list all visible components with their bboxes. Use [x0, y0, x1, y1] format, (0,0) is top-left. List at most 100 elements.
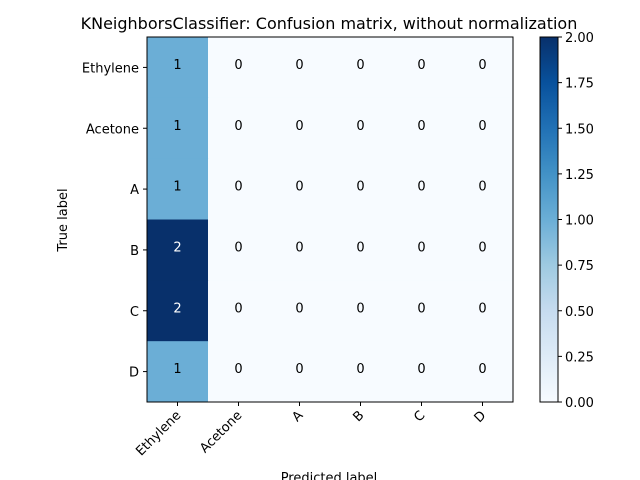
colorbar-tick-label: 0.00	[565, 396, 594, 411]
heatmap-cell	[330, 341, 392, 403]
colorbar-tick-label: 1.25	[565, 168, 594, 183]
cell-value-label: 0	[356, 301, 364, 316]
heatmap-cell	[269, 37, 331, 99]
x-tick-label: D	[472, 408, 490, 426]
heatmap-cell	[330, 219, 392, 281]
x-tick-label: B	[350, 408, 367, 425]
heatmap-cell	[269, 341, 331, 403]
colorbar-tick-label: 0.25	[565, 350, 594, 365]
cell-value-label: 0	[295, 241, 303, 256]
cell-value-label: 0	[234, 119, 242, 134]
heatmap-cells	[147, 37, 514, 403]
cell-value-label: 0	[295, 180, 303, 195]
y-tick-label: Acetone	[86, 122, 139, 137]
cell-value-label: 0	[356, 58, 364, 73]
colorbar-ticks: 0.00 0.25 0.50 0.75 1.00 1.25 1.50 1.75 2.00	[558, 31, 594, 411]
heatmap-cell	[452, 219, 514, 281]
heatmap-cell	[208, 97, 270, 160]
heatmap-cell	[391, 341, 453, 403]
cell-value-label: 0	[295, 119, 303, 134]
heatmap-cell	[147, 341, 209, 403]
cell-value-label: 0	[234, 58, 242, 73]
x-tick-label: C	[411, 408, 428, 425]
heatmap-cell	[391, 158, 453, 220]
y-tick-label: B	[130, 244, 139, 259]
x-tick-label: Ethylene	[133, 408, 184, 459]
y-axis-ticks: Ethylene Acetone A B C D	[82, 61, 147, 381]
heatmap-cell	[147, 97, 209, 160]
y-axis-label: True label	[56, 188, 71, 252]
cell-value-label: 0	[478, 180, 486, 195]
cell-value-label: 0	[478, 362, 486, 377]
heatmap-cell	[391, 97, 453, 160]
cell-value-label: 0	[295, 58, 303, 73]
heatmap-cell	[269, 280, 331, 342]
heatmap-cell	[391, 37, 453, 99]
cell-value-label: 1	[173, 119, 181, 134]
cell-value-label: 0	[234, 180, 242, 195]
cell-value-label: 0	[417, 119, 425, 134]
heatmap-cell	[208, 280, 270, 342]
heatmap-cell	[452, 158, 514, 220]
heatmap-cell	[330, 280, 392, 342]
y-tick-label: D	[129, 366, 139, 381]
chart-title: KNeighborsClassifier: Confusion matrix, …	[81, 14, 578, 33]
cell-value-label: 0	[478, 241, 486, 256]
heatmap-cell	[452, 97, 514, 160]
heatmap-cell	[330, 158, 392, 220]
cell-value-label: 0	[356, 241, 364, 256]
heatmap-cell	[208, 341, 270, 403]
cell-value-label: 0	[356, 180, 364, 195]
x-axis-ticks: Ethylene Acetone A B C D	[133, 402, 489, 459]
cell-value-label: 0	[478, 301, 486, 316]
heatmap-cell	[330, 37, 392, 99]
cell-value-label: 0	[417, 241, 425, 256]
cell-value-label: 0	[478, 58, 486, 73]
cell-value-label: 0	[356, 119, 364, 134]
colorbar-tick-label: 1.00	[565, 214, 594, 229]
cell-value-label: 0	[478, 119, 486, 134]
cell-value-label: 0	[417, 180, 425, 195]
cell-value-label: 0	[417, 301, 425, 316]
cell-value-label: 0	[417, 58, 425, 73]
heatmap-cell-labels: 1 0 0 0 0 0 1 0 0 0 0 0 1 0 0 0 0 0 2 0 0 0 0 0 2 0 0 0 0 0 1 0 0 0 0 0	[173, 58, 486, 377]
heatmap-cell	[208, 219, 270, 281]
x-tick-label: A	[289, 408, 306, 425]
heatmap-cell	[391, 280, 453, 342]
heatmap-cell	[208, 158, 270, 220]
colorbar-tick-label: 1.75	[565, 77, 594, 92]
colorbar-tick-label: 0.75	[565, 259, 594, 274]
heatmap-cell	[147, 158, 209, 220]
cell-value-label: 0	[295, 362, 303, 377]
y-tick-label: A	[130, 183, 139, 198]
colorbar	[539, 36, 559, 403]
y-tick-label: C	[130, 305, 139, 320]
heatmap-cell	[147, 37, 209, 99]
cell-value-label: 0	[234, 241, 242, 256]
cell-value-label: 1	[173, 362, 181, 377]
heatmap-cell	[269, 97, 331, 160]
plot-frame	[146, 36, 514, 403]
x-axis-label: Predicted label	[281, 471, 378, 480]
cell-value-label: 0	[234, 301, 242, 316]
y-tick-label: Ethylene	[82, 61, 139, 76]
cell-value-label: 1	[173, 180, 181, 195]
colorbar-tick-label: 2.00	[565, 31, 594, 46]
colorbar-tick-label: 1.50	[565, 122, 594, 137]
heatmap-cell	[269, 158, 331, 220]
cell-value-label: 0	[295, 301, 303, 316]
colorbar-tick-label: 0.50	[565, 305, 594, 320]
cell-value-label: 0	[417, 362, 425, 377]
heatmap-cell	[452, 341, 514, 403]
cell-value-label: 0	[234, 362, 242, 377]
cell-value-label: 2	[173, 241, 181, 256]
heatmap-cell	[391, 219, 453, 281]
cell-value-label: 2	[173, 301, 181, 316]
heatmap-cell	[208, 37, 270, 99]
heatmap-cell	[452, 280, 514, 342]
heatmap-cell	[452, 37, 514, 99]
cell-value-label: 1	[173, 58, 181, 73]
heatmap-cell	[330, 97, 392, 160]
x-tick-label: Acetone	[197, 408, 245, 456]
